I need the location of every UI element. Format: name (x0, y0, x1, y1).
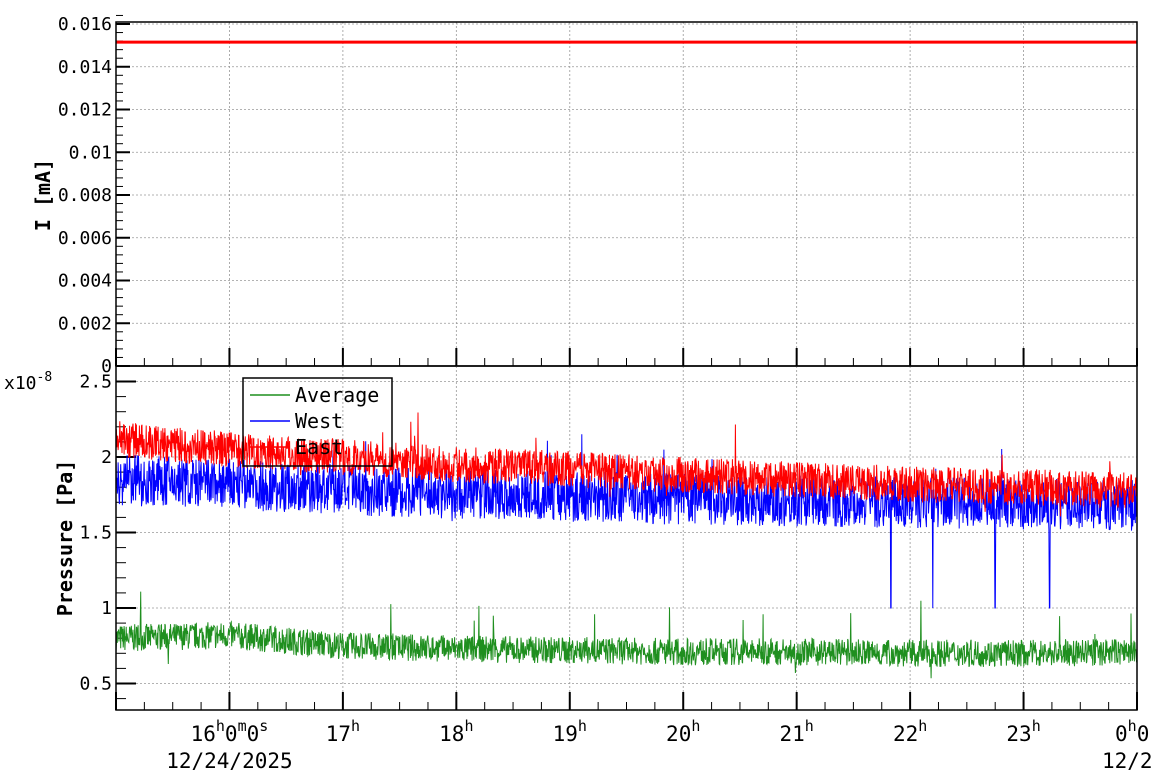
y-tick-label: 0 (101, 356, 112, 377)
current-panel: 0 0.002 0.004 0.006 0.008 0.01 0.012 0.014 0.016 (58, 14, 1138, 377)
y-tick-label: 0.004 (58, 271, 112, 292)
y-tick-label: 0.006 (58, 228, 112, 249)
y-tick-label: 0.002 (58, 313, 112, 334)
series-line-west (115, 434, 1138, 609)
current-axis-label: I [mA] (31, 159, 55, 231)
x-tick-label: 19h (553, 717, 587, 746)
y-tick-label: 0.016 (58, 14, 112, 35)
y-tick-label: 1 (101, 598, 112, 619)
legend-label-average: Average (295, 383, 379, 407)
x-date-label: 12/24/2025 (166, 749, 292, 773)
legend-label-west: West (295, 409, 343, 433)
series-line-east (115, 412, 1138, 517)
time-axis: 16h0m0s 12/24/2025 17h 18h 19h 20h 21h 22h 23h 0h… (115, 348, 1153, 773)
x-tick-label: 23h (1006, 717, 1040, 746)
x-tick-label: 0h0 (1115, 717, 1149, 746)
y-tick-label: 2 (101, 447, 112, 468)
pressure-scale-label: x10-8 (4, 370, 52, 394)
x-tick-label: 22h (893, 717, 927, 746)
y-tick-label: 0.01 (69, 142, 112, 163)
plot-frame (115, 21, 1138, 367)
y-tick-label: 0.5 (79, 674, 112, 695)
x-tick-label: 16h0m0s (191, 717, 269, 746)
x-tick-label: 17h (326, 717, 360, 746)
x-tick-label: 18h (439, 717, 473, 746)
x-tick-label: 20h (666, 717, 700, 746)
y-tick-label: 0.014 (58, 57, 112, 78)
pressure-axis-label: Pressure [Pa] (53, 460, 77, 617)
y-tick-label: 2.5 (79, 372, 112, 393)
legend-box (242, 377, 393, 467)
series-line-average (115, 591, 1138, 679)
pressure-panel: 0.5 1 1.5 2 2.5 (79, 365, 1138, 711)
y-tick-label: 0.012 (58, 100, 112, 121)
x-tick-label: 21h (780, 717, 814, 746)
y-tick-label: 0.008 (58, 185, 112, 206)
y-tick-label: 1.5 (79, 523, 112, 544)
legend-label-east: East (295, 435, 343, 459)
x-date-label: 12/2 (1102, 749, 1153, 773)
